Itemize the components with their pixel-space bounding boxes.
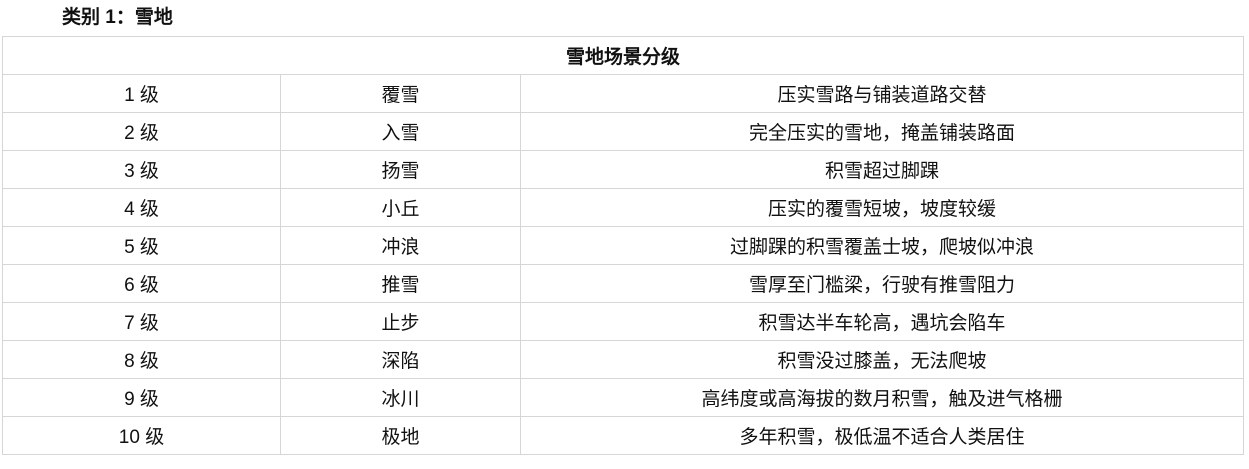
table-header-row: 雪地场景分级	[1, 36, 1245, 75]
description-cell: 积雪超过脚踝	[519, 150, 1245, 189]
level-cell: 1 级	[2, 74, 281, 113]
level-cell: 2 级	[2, 112, 281, 151]
description-cell: 压实雪路与铺装道路交替	[519, 74, 1245, 113]
name-cell: 推雪	[280, 264, 521, 303]
name-cell: 极地	[280, 416, 521, 455]
description-cell: 积雪没过膝盖，无法爬坡	[519, 340, 1245, 379]
table-row: 7 级止步 积雪达半车轮高，遇坑会陷车	[2, 302, 1245, 341]
level-cell: 7 级	[2, 302, 281, 341]
table-row: 6 级推雪 雪厚至门槛梁，行驶有推雪阻力	[2, 264, 1245, 303]
description-cell: 多年积雪，极低温不适合人类居住	[519, 416, 1245, 455]
description-cell: 积雪达半车轮高，遇坑会陷车	[519, 302, 1245, 341]
name-cell: 冰川	[280, 378, 521, 417]
description-cell: 高纬度或高海拔的数月积雪，触及进气格栅	[519, 378, 1245, 417]
table-row: 4 级小丘 压实的覆雪短坡，坡度较缓	[2, 188, 1245, 227]
name-cell: 冲浪	[280, 226, 521, 265]
name-cell: 入雪	[280, 112, 521, 151]
table-row: 2 级入雪 完全压实的雪地，掩盖铺装路面	[2, 112, 1245, 151]
name-cell: 覆雪	[280, 74, 521, 113]
description-cell: 过脚踝的积雪覆盖士坡，爬坡似冲浪	[519, 226, 1245, 265]
section-heading: 类别 1：雪地	[62, 7, 173, 28]
name-cell: 深陷	[280, 340, 521, 379]
snow-level-table: 雪地场景分级 1 级覆雪 压实雪路与铺装道路交替 2 级入雪 完全压实的雪地，掩盖铺装…	[1, 36, 1245, 455]
description-cell: 雪厚至门槛梁，行驶有推雪阻力	[519, 264, 1245, 303]
level-cell: 6 级	[2, 264, 281, 303]
table-row: 5 级冲浪 过脚踝的积雪覆盖士坡，爬坡似冲浪	[2, 226, 1245, 265]
table-row: 10 级极地 多年积雪，极低温不适合人类居住	[2, 416, 1245, 455]
table-row: 3 级扬雪 积雪超过脚踝	[2, 150, 1245, 189]
level-cell: 3 级	[2, 150, 281, 189]
table-row: 9 级冰川 高纬度或高海拔的数月积雪，触及进气格栅	[2, 378, 1245, 417]
level-cell: 5 级	[2, 226, 281, 265]
level-cell: 10 级	[2, 416, 281, 455]
name-cell: 止步	[280, 302, 521, 341]
table-row: 8 级深陷 积雪没过膝盖，无法爬坡	[2, 340, 1245, 379]
description-cell: 完全压实的雪地，掩盖铺装路面	[519, 112, 1245, 151]
level-cell: 4 级	[2, 188, 281, 227]
description-cell: 压实的覆雪短坡，坡度较缓	[519, 188, 1245, 227]
level-cell: 8 级	[2, 340, 281, 379]
table-row: 1 级覆雪 压实雪路与铺装道路交替	[2, 74, 1245, 113]
name-cell: 扬雪	[280, 150, 521, 189]
name-cell: 小丘	[280, 188, 521, 227]
level-cell: 9 级	[2, 378, 281, 417]
table-title: 雪地场景分级	[1, 36, 1245, 75]
